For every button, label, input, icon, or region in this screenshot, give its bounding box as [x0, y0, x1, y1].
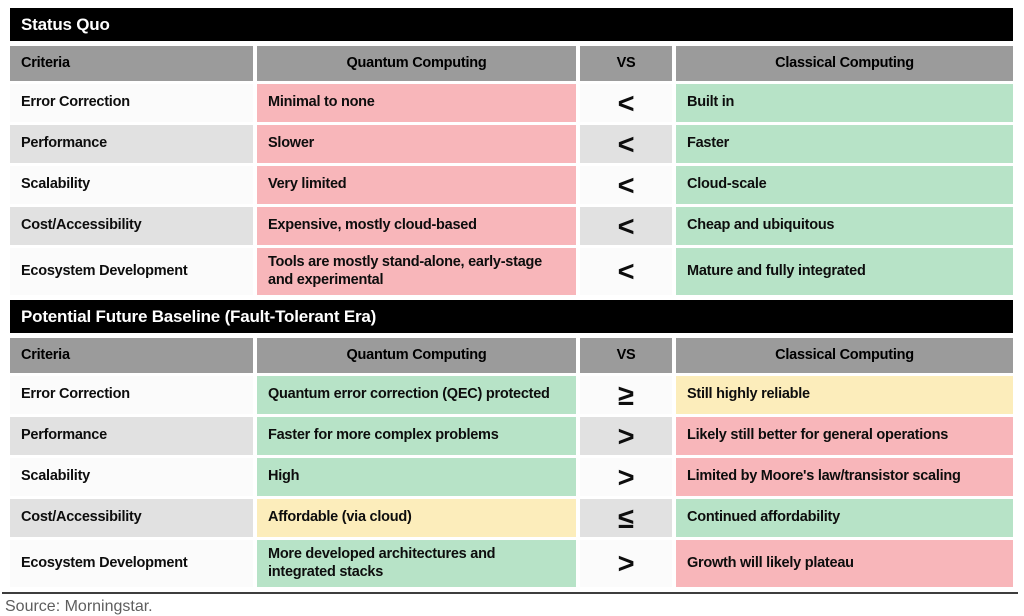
- comparison-symbol: <: [580, 166, 672, 204]
- quantum-cell: High: [257, 458, 576, 496]
- column-header-classical-computing: Classical Computing: [676, 338, 1013, 373]
- comparison-table: Status Quo Criteria Quantum Computing VS Cla…: [10, 8, 1013, 587]
- column-header-quantum-computing: Quantum Computing: [257, 46, 576, 81]
- quantum-cell: Affordable (via cloud): [257, 499, 576, 537]
- comparison-symbol: >: [580, 458, 672, 496]
- quantum-cell: Tools are mostly stand-alone, early-stag…: [257, 248, 576, 295]
- quantum-cell: Minimal to none: [257, 84, 576, 122]
- column-header-vs: VS: [580, 338, 672, 373]
- criteria-cell: Ecosystem Development: [10, 248, 253, 295]
- criteria-cell: Performance: [10, 417, 253, 455]
- column-header-criteria: Criteria: [10, 338, 253, 373]
- source-note: Source: Morningstar.: [5, 598, 153, 615]
- criteria-cell: Ecosystem Development: [10, 540, 253, 587]
- footer-rule: [2, 592, 1018, 594]
- column-header-criteria: Criteria: [10, 46, 253, 81]
- comparison-symbol: <: [580, 207, 672, 245]
- column-header-vs: VS: [580, 46, 672, 81]
- quantum-cell: Faster for more complex problems: [257, 417, 576, 455]
- footer: Source: Morningstar.: [2, 592, 1018, 616]
- criteria-cell: Cost/Accessibility: [10, 499, 253, 537]
- classical-cell: Cheap and ubiquitous: [676, 207, 1013, 245]
- column-header-classical-computing: Classical Computing: [676, 46, 1013, 81]
- criteria-cell: Scalability: [10, 166, 253, 204]
- section-grid: Criteria Quantum Computing VS Classical Com…: [10, 46, 1013, 295]
- classical-cell: Likely still better for general operatio…: [676, 417, 1013, 455]
- comparison-symbol: <: [580, 84, 672, 122]
- classical-cell: Growth will likely plateau: [676, 540, 1013, 587]
- section-title: Potential Future Baseline (Fault-Toleran…: [10, 300, 1013, 333]
- section-potential-future-baseline-fault-tolerant-era: Potential Future Baseline (Fault-Toleran…: [10, 300, 1013, 587]
- comparison-symbol: ≤: [580, 499, 672, 537]
- criteria-cell: Error Correction: [10, 84, 253, 122]
- quantum-cell: More developed architectures and integra…: [257, 540, 576, 587]
- criteria-cell: Cost/Accessibility: [10, 207, 253, 245]
- comparison-symbol: <: [580, 248, 672, 295]
- quantum-cell: Quantum error correction (QEC) protected: [257, 376, 576, 414]
- criteria-cell: Performance: [10, 125, 253, 163]
- comparison-symbol: ≥: [580, 376, 672, 414]
- section-title: Status Quo: [10, 8, 1013, 41]
- column-header-quantum-computing: Quantum Computing: [257, 338, 576, 373]
- comparison-symbol: >: [580, 417, 672, 455]
- quantum-cell: Slower: [257, 125, 576, 163]
- classical-cell: Built in: [676, 84, 1013, 122]
- classical-cell: Limited by Moore's law/transistor scalin…: [676, 458, 1013, 496]
- criteria-cell: Scalability: [10, 458, 253, 496]
- classical-cell: Cloud-scale: [676, 166, 1013, 204]
- comparison-symbol: <: [580, 125, 672, 163]
- section-grid: Criteria Quantum Computing VS Classical Com…: [10, 338, 1013, 587]
- quantum-cell: Very limited: [257, 166, 576, 204]
- quantum-cell: Expensive, mostly cloud-based: [257, 207, 576, 245]
- criteria-cell: Error Correction: [10, 376, 253, 414]
- classical-cell: Mature and fully integrated: [676, 248, 1013, 295]
- section-status-quo: Status Quo Criteria Quantum Computing VS Cla…: [10, 8, 1013, 295]
- classical-cell: Continued affordability: [676, 499, 1013, 537]
- classical-cell: Faster: [676, 125, 1013, 163]
- comparison-symbol: >: [580, 540, 672, 587]
- classical-cell: Still highly reliable: [676, 376, 1013, 414]
